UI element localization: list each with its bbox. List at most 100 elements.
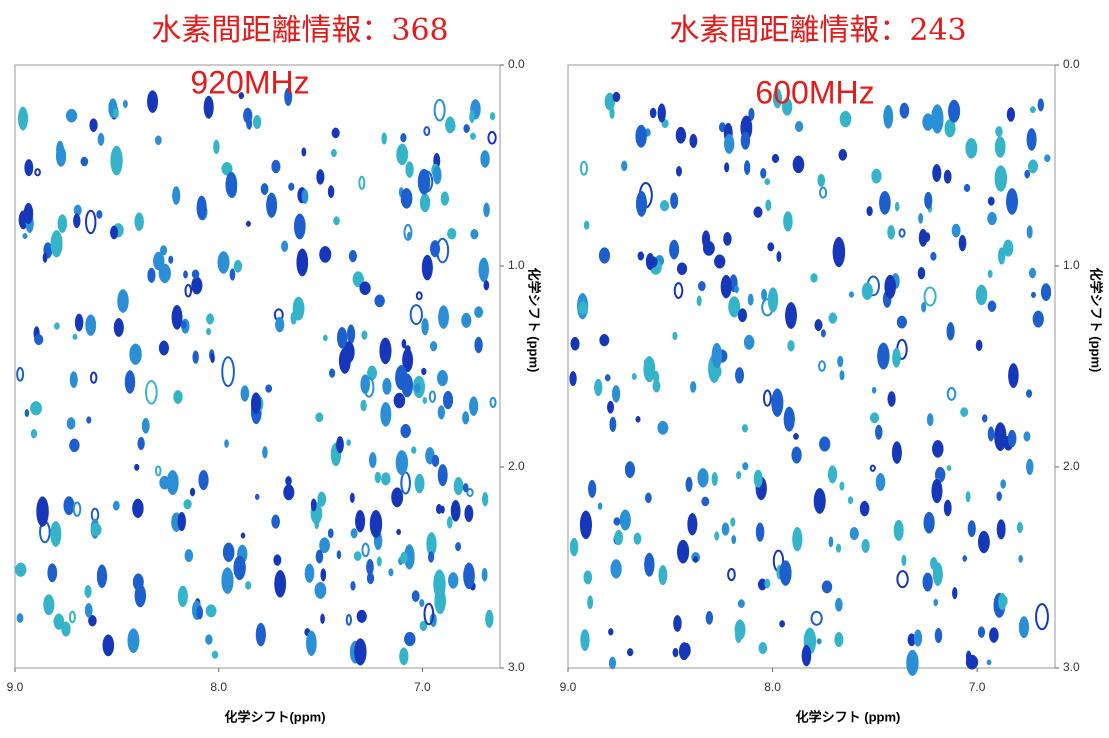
peak (367, 573, 374, 584)
peak (255, 494, 259, 500)
peak (67, 417, 75, 429)
peak (894, 520, 904, 541)
peak (160, 476, 170, 489)
peak (172, 305, 182, 329)
peak (1028, 160, 1038, 173)
peak (924, 512, 935, 533)
peak (588, 480, 596, 498)
peak (213, 140, 219, 154)
peak (948, 100, 960, 123)
peak (1008, 363, 1018, 387)
peak (18, 107, 28, 130)
peak (197, 606, 203, 619)
peak (430, 341, 437, 351)
peak (783, 211, 792, 231)
peak (54, 323, 59, 330)
peak (73, 334, 78, 340)
peak (760, 168, 766, 178)
peak (125, 370, 135, 393)
peak (178, 512, 186, 531)
x-tick-label: 9.0 (560, 680, 577, 694)
peak (1030, 106, 1035, 113)
peak (455, 542, 460, 551)
peak (892, 442, 901, 464)
peak (849, 292, 854, 298)
peak (222, 357, 234, 386)
x-axis-label: 化学シフト(ppm) (224, 709, 325, 724)
peak (34, 334, 43, 344)
peak (995, 136, 1005, 157)
peak (172, 186, 180, 204)
peak (245, 581, 251, 589)
peak (871, 466, 875, 471)
peak (610, 108, 615, 119)
peak (58, 214, 67, 232)
peak (688, 513, 698, 535)
peak (836, 544, 841, 553)
peak (918, 213, 922, 223)
peak (447, 228, 456, 239)
peak (872, 169, 882, 183)
peak (70, 612, 75, 623)
peak (336, 436, 343, 453)
peak (402, 374, 413, 397)
peak (876, 473, 885, 491)
peak (475, 337, 483, 353)
peak (1019, 616, 1029, 638)
peak (780, 560, 791, 585)
peak (644, 553, 654, 577)
peak (968, 520, 976, 537)
peak (772, 389, 784, 417)
peak (30, 401, 41, 415)
peak (964, 184, 970, 192)
peak (998, 247, 1005, 264)
peak (482, 568, 487, 581)
peak (159, 341, 169, 355)
peak (74, 503, 81, 516)
peak (607, 401, 613, 413)
peak (85, 585, 92, 597)
peak (362, 544, 368, 557)
peak (636, 191, 646, 217)
peak (820, 187, 826, 197)
peak (241, 385, 249, 401)
peak (256, 623, 266, 646)
peak (86, 417, 91, 424)
peak (978, 627, 985, 638)
peak (779, 620, 784, 627)
peak (897, 571, 907, 587)
peak (113, 501, 119, 511)
y-tick-label: 2.0 (508, 459, 525, 473)
peak (434, 570, 446, 599)
peak (328, 185, 334, 197)
y-tick-label: 1.0 (508, 258, 525, 272)
peak (397, 144, 408, 165)
peak (764, 390, 771, 405)
peak (181, 321, 186, 329)
peak (614, 517, 620, 525)
peak (206, 328, 210, 335)
peak (168, 256, 173, 264)
peak (230, 269, 235, 281)
peak (337, 550, 341, 559)
peak (465, 505, 473, 522)
peak (761, 289, 766, 301)
peak (712, 472, 718, 486)
peak (130, 344, 142, 365)
peak (347, 615, 351, 625)
peak (872, 387, 876, 393)
peak (316, 550, 323, 564)
peak (982, 414, 987, 422)
panel-title: 水素間距離情報：243 (669, 13, 966, 48)
peak (331, 149, 336, 157)
peak (285, 476, 291, 485)
peak (835, 598, 842, 612)
peak (879, 191, 890, 214)
peak (1026, 390, 1032, 398)
peak (947, 322, 955, 340)
peak (600, 334, 610, 346)
peak (147, 91, 157, 113)
peak (86, 211, 95, 233)
peak (73, 214, 80, 228)
peak (474, 307, 482, 318)
